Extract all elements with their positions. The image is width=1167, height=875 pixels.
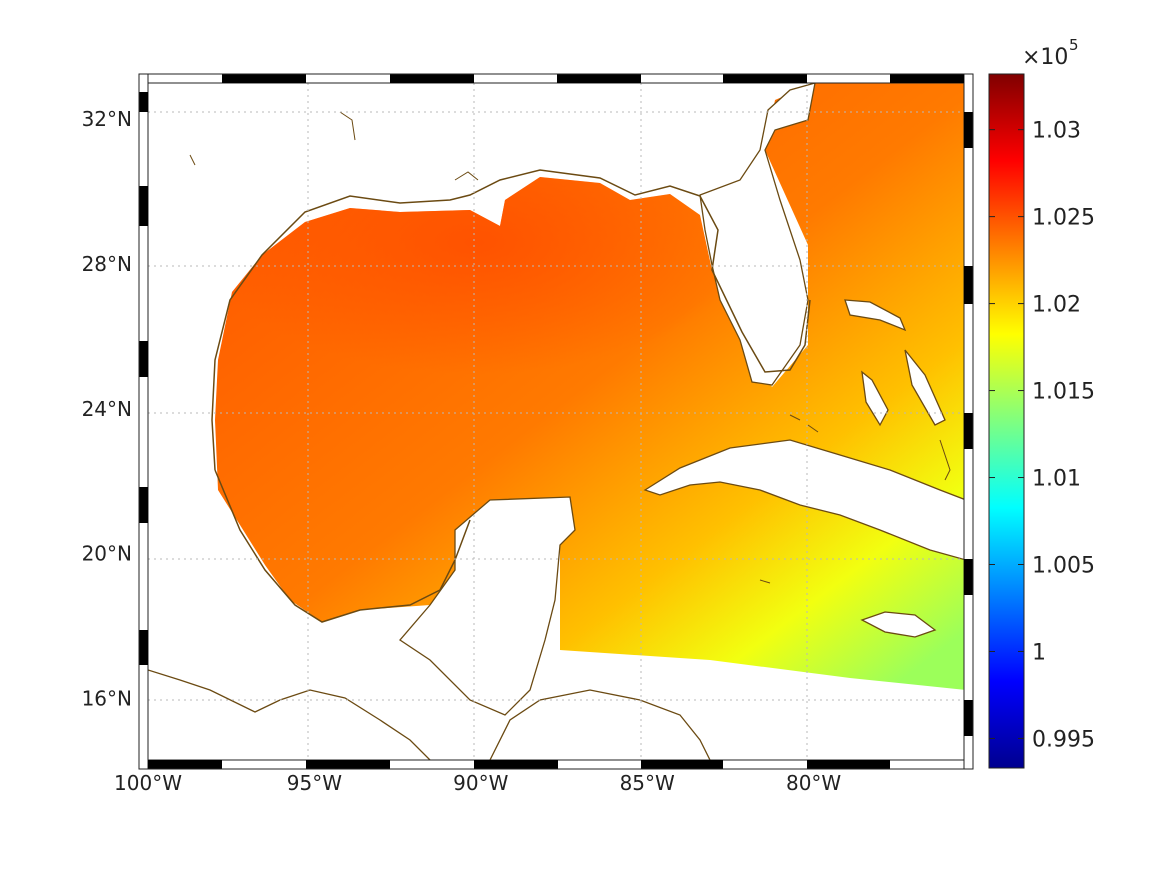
colorbar-exponent-base: ×10 bbox=[1022, 45, 1068, 70]
colorbar-tick-label: 1.01 bbox=[1032, 467, 1081, 492]
bahamas-abaco bbox=[844, 299, 907, 332]
colorbar-tick-label: 1.02 bbox=[1032, 293, 1081, 318]
colorbar-tick-label: 1.03 bbox=[1032, 119, 1081, 144]
jamaica-island bbox=[860, 611, 937, 638]
small-islands bbox=[189, 111, 951, 584]
colorbar-tick-label: 1 bbox=[1032, 640, 1046, 665]
colorbar-exponent-power: 5 bbox=[1069, 36, 1079, 54]
colorbar-tick-label: 1.015 bbox=[1032, 380, 1095, 405]
bahamas-andros bbox=[861, 370, 889, 427]
x-axis-tick-labels: 100°W 95°W 90°W 85°W 80°W bbox=[114, 771, 841, 795]
central-america-coast bbox=[148, 669, 711, 760]
x-tick-label: 90°W bbox=[453, 771, 508, 795]
colorbar-tick-label: 1.005 bbox=[1032, 553, 1095, 578]
colorbar-tick-label: 0.995 bbox=[1032, 727, 1095, 752]
yucatan-land bbox=[399, 496, 576, 716]
colorbar-gradient bbox=[988, 73, 1025, 769]
y-tick-label: 28°N bbox=[82, 252, 132, 276]
y-tick-label: 24°N bbox=[82, 397, 132, 421]
x-tick-label: 80°W bbox=[786, 771, 841, 795]
y-axis-tick-labels: 32°N 28°N 24°N 20°N 16°N bbox=[82, 107, 132, 710]
x-tick-label: 95°W bbox=[287, 771, 342, 795]
grid-lines bbox=[148, 83, 966, 760]
pressure-field-core bbox=[232, 177, 772, 440]
y-tick-label: 20°N bbox=[82, 542, 132, 566]
bahamas-eleuthera bbox=[904, 349, 946, 426]
map-frame bbox=[138, 73, 974, 770]
y-tick-label: 32°N bbox=[82, 107, 132, 131]
landmasses bbox=[643, 299, 966, 638]
colorbar-tick-label: 1.025 bbox=[1032, 206, 1095, 231]
y-tick-label: 16°N bbox=[82, 686, 132, 710]
florida-land bbox=[699, 83, 816, 386]
gulf-coastline bbox=[211, 169, 811, 623]
colorbar-tick-labels: 1.03 1.025 1.02 1.015 1.01 1.005 1 0.995 bbox=[989, 119, 1095, 752]
x-tick-label: 100°W bbox=[114, 771, 182, 795]
cuba-island bbox=[643, 439, 966, 561]
x-tick-label: 85°W bbox=[620, 771, 675, 795]
